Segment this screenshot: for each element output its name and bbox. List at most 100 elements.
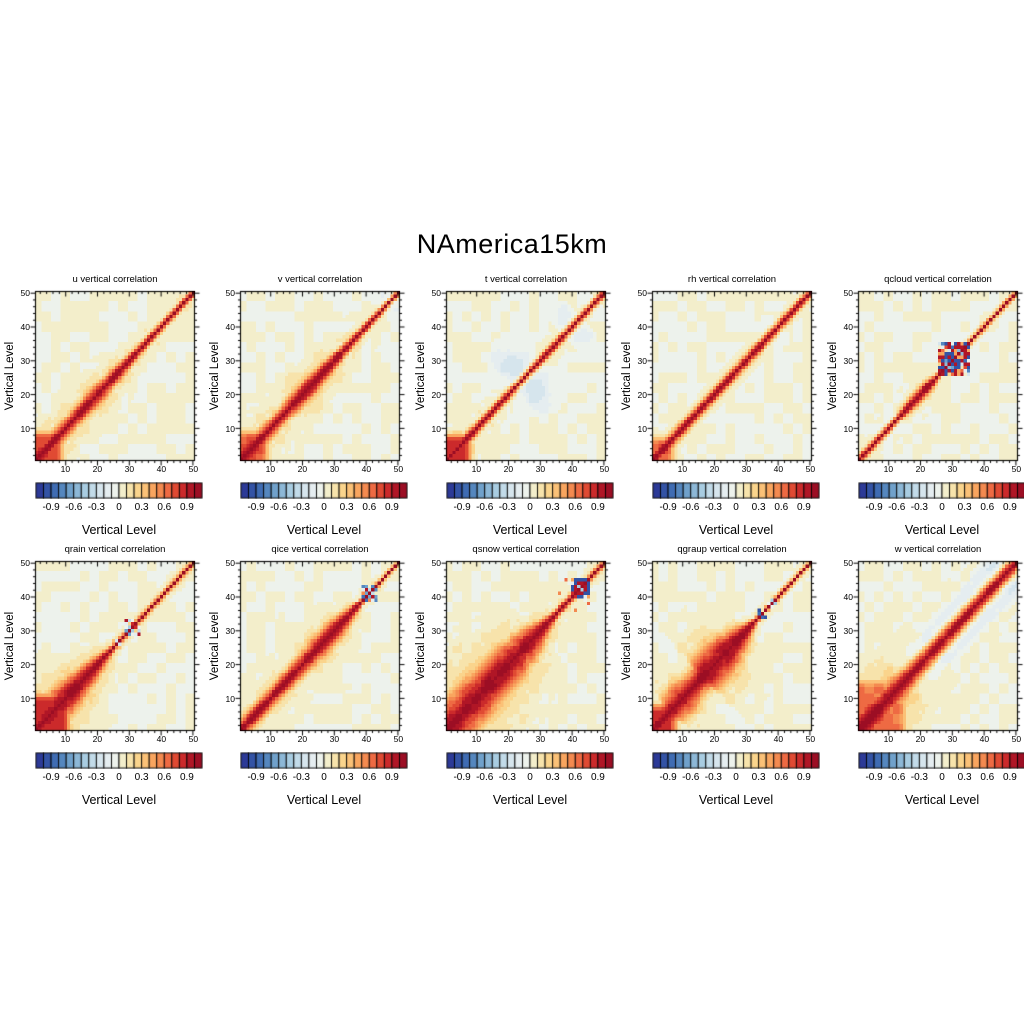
- colorbar-label: -0.3: [87, 502, 105, 513]
- x-tick: 30: [947, 734, 958, 744]
- x-tick: 10: [60, 464, 71, 474]
- colorbar-label: 0.3: [751, 772, 766, 783]
- y-tick: 10: [843, 423, 853, 434]
- y-tick: 20: [225, 389, 235, 400]
- x-tick: 10: [677, 734, 688, 744]
- colorbar: [446, 482, 614, 499]
- x-axis-label: Vertical Level: [286, 523, 362, 537]
- x-tick: 30: [947, 464, 958, 474]
- colorbar-label: 0.9: [796, 502, 811, 513]
- colorbar-label: 0.3: [134, 772, 149, 783]
- x-tick: 40: [361, 464, 372, 474]
- y-tick: 40: [843, 321, 853, 332]
- colorbar-label: 0.9: [179, 772, 194, 783]
- colorbar-label: -0.6: [682, 772, 700, 783]
- colorbar-label: 0: [733, 502, 739, 513]
- colorbar-label: 0.6: [157, 502, 172, 513]
- y-tick: 10: [225, 693, 235, 704]
- colorbar-label: -0.9: [247, 502, 265, 513]
- colorbar: [652, 482, 820, 499]
- x-axis-label: Vertical Level: [81, 523, 157, 537]
- panel-title: qcloud vertical correlation: [884, 274, 992, 285]
- x-tick: 10: [471, 734, 482, 744]
- y-axis-label: Vertical Level: [4, 341, 16, 411]
- y-axis-label: Vertical Level: [415, 341, 427, 411]
- colorbar-label: -0.3: [498, 772, 516, 783]
- x-tick: 10: [883, 734, 894, 744]
- colorbar-label: 0.9: [179, 502, 194, 513]
- panel-title: w vertical correlation: [894, 544, 982, 555]
- y-tick: 20: [431, 659, 441, 670]
- y-axis-label: Vertical Level: [621, 611, 633, 681]
- x-tick: 20: [297, 464, 308, 474]
- colorbar-label: -0.6: [65, 502, 83, 513]
- x-tick: 40: [773, 734, 784, 744]
- panel-title: v vertical correlation: [277, 274, 363, 285]
- y-tick: 10: [843, 693, 853, 704]
- colorbar-label: 0.9: [590, 502, 605, 513]
- colorbar-label: 0.3: [751, 502, 766, 513]
- y-tick: 50: [20, 287, 30, 298]
- colorbar-label: -0.3: [704, 502, 722, 513]
- colorbar-label: -0.3: [87, 772, 105, 783]
- x-tick: 20: [503, 464, 514, 474]
- x-axis-label: Vertical Level: [81, 793, 157, 807]
- colorbar-label: -0.9: [865, 772, 883, 783]
- x-axis-label: Vertical Level: [492, 523, 568, 537]
- colorbar-label: -0.6: [476, 502, 494, 513]
- x-axis-label: Vertical Level: [698, 523, 774, 537]
- x-tick: 50: [1011, 734, 1022, 744]
- x-tick: 50: [805, 464, 816, 474]
- x-tick: 50: [599, 464, 610, 474]
- colorbar-label: 0: [321, 772, 327, 783]
- y-tick: 50: [431, 287, 441, 298]
- colorbar-label: 0.6: [362, 772, 377, 783]
- colorbar-label: 0.3: [134, 502, 149, 513]
- colorbar-label: -0.3: [910, 772, 928, 783]
- colorbar-label: 0.9: [796, 772, 811, 783]
- colorbar-label: 0.9: [1002, 502, 1017, 513]
- x-tick: 20: [915, 464, 926, 474]
- y-tick: 10: [431, 693, 441, 704]
- x-tick: 10: [883, 464, 894, 474]
- y-tick: 20: [843, 389, 853, 400]
- colorbar-label: -0.6: [65, 772, 83, 783]
- panel-title: t vertical correlation: [484, 274, 568, 285]
- y-tick: 30: [225, 625, 235, 636]
- colorbar-label: 0.6: [774, 772, 789, 783]
- y-tick: 40: [20, 591, 30, 602]
- y-tick: 30: [637, 355, 647, 366]
- colorbar-label: 0: [733, 772, 739, 783]
- x-tick: 30: [329, 734, 340, 744]
- colorbar: [858, 752, 1024, 769]
- panel-title: qsnow vertical correlation: [472, 544, 580, 555]
- colorbar-label: 0.6: [980, 772, 995, 783]
- y-tick: 50: [225, 557, 235, 568]
- colorbar: [240, 752, 408, 769]
- axes-frame: [26, 282, 204, 470]
- axes-frame: [643, 552, 821, 740]
- colorbar-label: 0.6: [774, 502, 789, 513]
- colorbar-label: 0: [527, 772, 533, 783]
- y-tick: 50: [637, 557, 647, 568]
- colorbar-label: 0.3: [957, 502, 972, 513]
- x-tick: 10: [471, 464, 482, 474]
- x-tick: 40: [979, 464, 990, 474]
- y-tick: 20: [20, 389, 30, 400]
- y-tick: 10: [20, 693, 30, 704]
- colorbar-label: -0.3: [704, 772, 722, 783]
- y-tick: 50: [20, 557, 30, 568]
- y-tick: 30: [225, 355, 235, 366]
- axes-frame: [643, 282, 821, 470]
- panel-title: qrain vertical correlation: [64, 544, 166, 555]
- colorbar-label: 0.3: [957, 772, 972, 783]
- y-tick: 50: [225, 287, 235, 298]
- y-tick: 30: [431, 625, 441, 636]
- colorbar-label: 0.6: [157, 772, 172, 783]
- x-tick: 20: [709, 464, 720, 474]
- x-tick: 10: [265, 734, 276, 744]
- colorbar-label: -0.3: [910, 502, 928, 513]
- axes-frame: [437, 552, 615, 740]
- y-tick: 30: [20, 625, 30, 636]
